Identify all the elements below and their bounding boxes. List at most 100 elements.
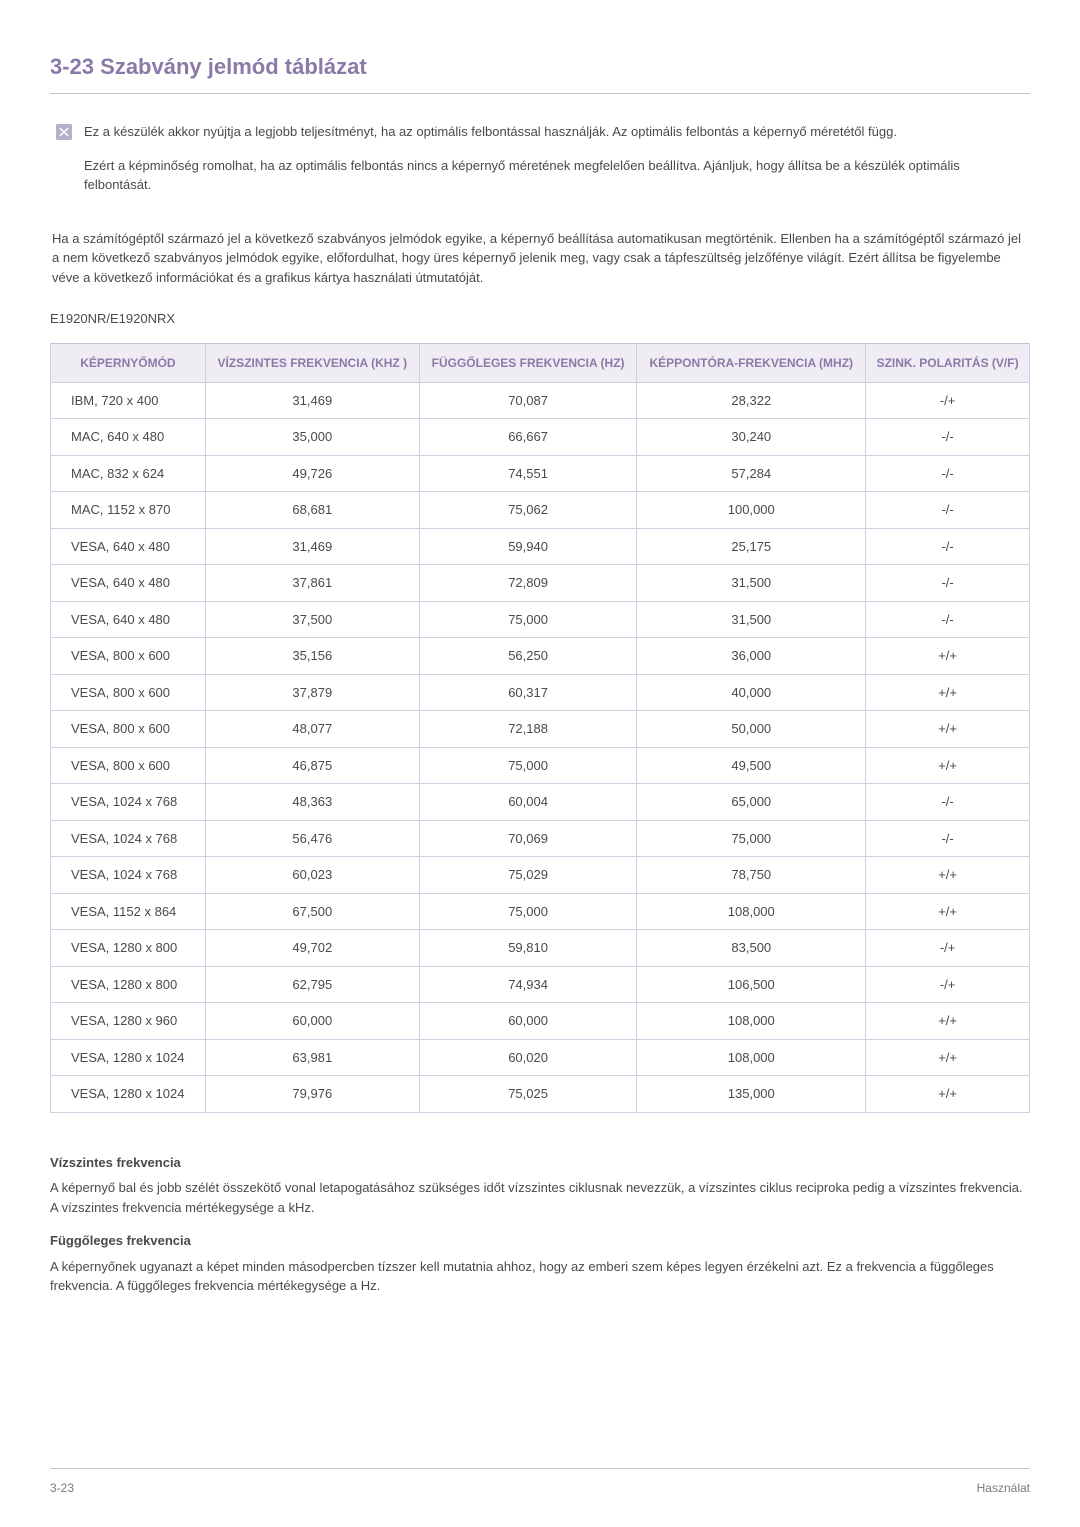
signal-mode-table: KÉPERNYŐMÓD VÍZSZINTES FREKVENCIA (KHZ )… [50, 343, 1030, 1113]
footer: 3-23 Használat [50, 1468, 1030, 1497]
table-cell: 56,250 [419, 638, 637, 675]
table-cell: 59,810 [419, 930, 637, 967]
table-cell: -/+ [866, 382, 1030, 419]
table-row: IBM, 720 x 40031,46970,08728,322-/+ [51, 382, 1030, 419]
table-cell: +/+ [866, 711, 1030, 748]
table-row: VESA, 1024 x 76848,36360,00465,000-/- [51, 784, 1030, 821]
table-cell: +/+ [866, 1003, 1030, 1040]
table-cell: 31,500 [637, 601, 866, 638]
body-paragraph: Ha a számítógéptől származó jel a követk… [50, 229, 1030, 288]
table-cell: 57,284 [637, 455, 866, 492]
table-cell: 37,879 [205, 674, 419, 711]
table-row: VESA, 1280 x 102479,97675,025135,000+/+ [51, 1076, 1030, 1113]
table-cell: 75,000 [419, 893, 637, 930]
table-cell: MAC, 640 x 480 [51, 419, 206, 456]
table-row: VESA, 640 x 48037,86172,80931,500-/- [51, 565, 1030, 602]
table-cell: 28,322 [637, 382, 866, 419]
table-cell: VESA, 800 x 600 [51, 674, 206, 711]
table-cell: 37,500 [205, 601, 419, 638]
table-cell: 66,667 [419, 419, 637, 456]
table-cell: 68,681 [205, 492, 419, 529]
table-cell: 75,000 [419, 601, 637, 638]
note-text: Ez a készülék akkor nyújtja a legjobb te… [84, 122, 1030, 209]
table-row: MAC, 640 x 48035,00066,66730,240-/- [51, 419, 1030, 456]
table-cell: 60,023 [205, 857, 419, 894]
table-row: VESA, 640 x 48031,46959,94025,175-/- [51, 528, 1030, 565]
table-cell: 70,087 [419, 382, 637, 419]
table-row: VESA, 1280 x 96060,00060,000108,000+/+ [51, 1003, 1030, 1040]
table-cell: 25,175 [637, 528, 866, 565]
table-cell: 78,750 [637, 857, 866, 894]
table-cell: -/- [866, 784, 1030, 821]
table-cell: -/- [866, 455, 1030, 492]
note-paragraph-2: Ezért a képminőség romolhat, ha az optim… [84, 156, 1030, 195]
note-block: Ez a készülék akkor nyújtja a legjobb te… [50, 122, 1030, 209]
table-cell: 75,000 [637, 820, 866, 857]
table-row: VESA, 800 x 60048,07772,18850,000+/+ [51, 711, 1030, 748]
table-cell: VESA, 640 x 480 [51, 565, 206, 602]
table-row: VESA, 800 x 60037,87960,31740,000+/+ [51, 674, 1030, 711]
model-label: E1920NR/E1920NRX [50, 309, 1030, 329]
table-cell: 75,062 [419, 492, 637, 529]
table-cell: 46,875 [205, 747, 419, 784]
table-cell: 36,000 [637, 638, 866, 675]
hfreq-def-title: Vízszintes frekvencia [50, 1153, 1030, 1173]
table-cell: MAC, 832 x 624 [51, 455, 206, 492]
table-cell: VESA, 1280 x 1024 [51, 1039, 206, 1076]
table-cell: VESA, 1280 x 800 [51, 966, 206, 1003]
table-row: VESA, 1280 x 80062,79574,934106,500-/+ [51, 966, 1030, 1003]
table-cell: VESA, 800 x 600 [51, 747, 206, 784]
table-cell: 100,000 [637, 492, 866, 529]
table-cell: 108,000 [637, 1039, 866, 1076]
table-cell: 74,551 [419, 455, 637, 492]
table-cell: 60,317 [419, 674, 637, 711]
table-cell: VESA, 640 x 480 [51, 601, 206, 638]
table-cell: +/+ [866, 893, 1030, 930]
col-mode: KÉPERNYŐMÓD [51, 343, 206, 382]
table-cell: 135,000 [637, 1076, 866, 1113]
table-row: VESA, 800 x 60046,87575,00049,500+/+ [51, 747, 1030, 784]
table-cell: 106,500 [637, 966, 866, 1003]
table-cell: VESA, 1280 x 960 [51, 1003, 206, 1040]
table-cell: VESA, 800 x 600 [51, 638, 206, 675]
note-paragraph-1: Ez a készülék akkor nyújtja a legjobb te… [84, 122, 1030, 142]
table-cell: 60,000 [205, 1003, 419, 1040]
table-cell: VESA, 1280 x 1024 [51, 1076, 206, 1113]
table-row: VESA, 1024 x 76856,47670,06975,000-/- [51, 820, 1030, 857]
table-cell: 72,809 [419, 565, 637, 602]
table-cell: MAC, 1152 x 870 [51, 492, 206, 529]
table-row: VESA, 1280 x 102463,98160,020108,000+/+ [51, 1039, 1030, 1076]
table-cell: 48,077 [205, 711, 419, 748]
table-cell: 75,029 [419, 857, 637, 894]
table-cell: 60,000 [419, 1003, 637, 1040]
table-cell: 31,500 [637, 565, 866, 602]
table-cell: 31,469 [205, 528, 419, 565]
table-cell: VESA, 1152 x 864 [51, 893, 206, 930]
table-cell: -/- [866, 419, 1030, 456]
col-pclk: KÉPPONTÓRA-FREKVENCIA (MHZ) [637, 343, 866, 382]
footer-left: 3-23 [50, 1479, 74, 1497]
table-cell: -/- [866, 528, 1030, 565]
table-cell: +/+ [866, 638, 1030, 675]
table-cell: 48,363 [205, 784, 419, 821]
table-row: VESA, 1280 x 80049,70259,81083,500-/+ [51, 930, 1030, 967]
table-cell: 37,861 [205, 565, 419, 602]
table-cell: 75,025 [419, 1076, 637, 1113]
col-pol: SZINK. POLARITÁS (V/F) [866, 343, 1030, 382]
table-cell: 63,981 [205, 1039, 419, 1076]
vfreq-def-body: A képernyőnek ugyanazt a képet minden má… [50, 1257, 1030, 1296]
table-cell: 65,000 [637, 784, 866, 821]
table-cell: +/+ [866, 674, 1030, 711]
table-cell: 56,476 [205, 820, 419, 857]
table-cell: 49,726 [205, 455, 419, 492]
table-row: VESA, 1024 x 76860,02375,02978,750+/+ [51, 857, 1030, 894]
table-cell: -/- [866, 601, 1030, 638]
col-vfreq: FÜGGŐLEGES FREKVENCIA (HZ) [419, 343, 637, 382]
table-cell: 75,000 [419, 747, 637, 784]
table-cell: -/+ [866, 966, 1030, 1003]
table-cell: -/- [866, 820, 1030, 857]
table-cell: 35,156 [205, 638, 419, 675]
table-cell: 40,000 [637, 674, 866, 711]
table-cell: VESA, 1024 x 768 [51, 857, 206, 894]
table-cell: VESA, 640 x 480 [51, 528, 206, 565]
